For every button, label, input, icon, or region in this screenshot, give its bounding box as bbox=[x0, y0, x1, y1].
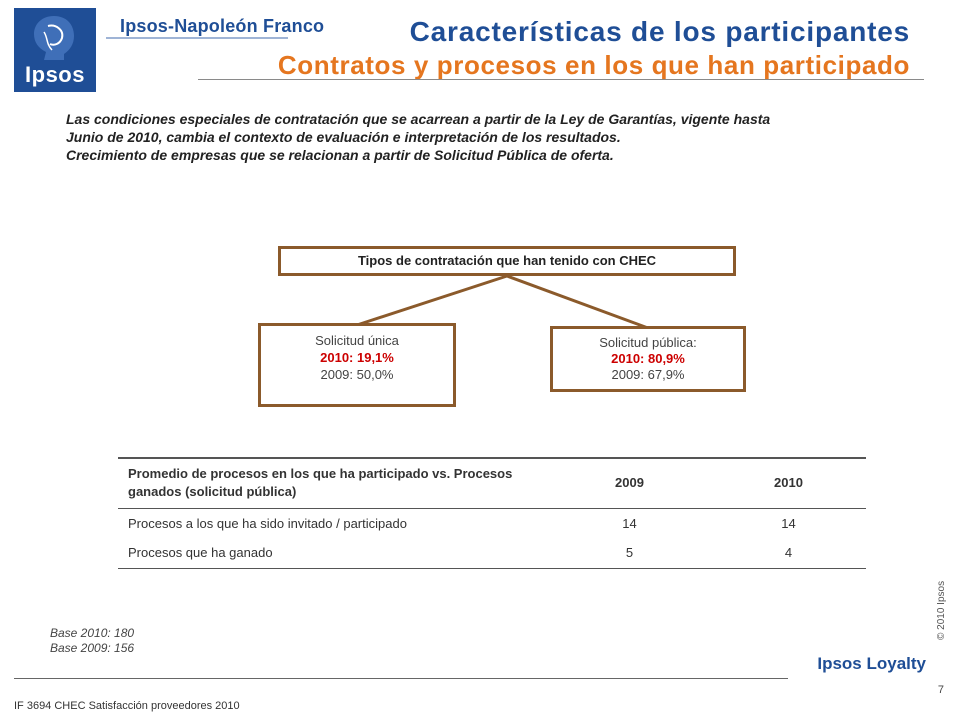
table-header-2009: 2009 bbox=[548, 457, 707, 509]
single-request-2009: 2009: 50,0% bbox=[320, 367, 394, 382]
footer-divider bbox=[14, 678, 788, 679]
connector-left bbox=[356, 274, 508, 327]
intro-line-1: Las condiciones especiales de contrataci… bbox=[66, 111, 771, 127]
logo-text: Ipsos bbox=[25, 62, 85, 87]
table-header-label: Promedio de procesos en los que ha parti… bbox=[118, 457, 548, 509]
single-request-box: Solicitud única 2010: 19,1% 2009: 50,0% bbox=[258, 323, 456, 407]
base-2009: Base 2009: 156 bbox=[50, 641, 135, 655]
row-value-2010: 4 bbox=[707, 538, 866, 569]
row-value-2009: 5 bbox=[548, 538, 707, 569]
single-request-2010: 2010: 19,1% bbox=[320, 350, 394, 365]
connector-right bbox=[506, 274, 649, 330]
public-request-title: Solicitud pública: bbox=[599, 335, 697, 350]
page-subtitle: Contratos y procesos en los que han part… bbox=[277, 50, 910, 80]
public-request-2009: 2009: 67,9% bbox=[611, 367, 685, 382]
contract-types-label: Tipos de contratación que han tenido con… bbox=[357, 253, 657, 268]
division-name: Ipsos Loyalty bbox=[817, 654, 926, 673]
title-divider bbox=[198, 79, 924, 80]
base-2010: Base 2010: 180 bbox=[50, 626, 135, 640]
row-value-2009: 14 bbox=[622, 515, 637, 531]
public-request-2010: 2010: 80,9% bbox=[611, 351, 685, 366]
processes-table: Promedio de procesos en los que ha parti… bbox=[118, 457, 866, 569]
report-id: IF 3694 CHEC Satisfacción proveedores 20… bbox=[14, 700, 240, 712]
intro-line-3: Crecimiento de empresas que se relaciona… bbox=[66, 147, 614, 163]
public-request-box: Solicitud pública: 2010: 80,9% 2009: 67,… bbox=[550, 326, 746, 392]
brand-name: Ipsos-Napoleón Franco bbox=[120, 16, 325, 36]
ipsos-logo: Ipsos bbox=[14, 8, 96, 92]
face-profile-icon bbox=[34, 16, 74, 60]
intro-line-2: Junio de 2010, cambia el contexto de eva… bbox=[66, 129, 621, 145]
table-header-row: Promedio de procesos en los que ha parti… bbox=[118, 457, 866, 509]
base-notes: Base 2010: 180 Base 2009: 156 bbox=[50, 626, 134, 656]
table-row: Procesos a los que ha sido invitado / pa… bbox=[118, 508, 866, 538]
row-label: Procesos que ha ganado bbox=[118, 538, 548, 569]
row-value-2010: 14 bbox=[781, 515, 796, 531]
table-header-2010: 2010 bbox=[707, 457, 866, 509]
table-row: Procesos que ha ganado 5 4 bbox=[118, 538, 866, 569]
page-title: Características de los participantes bbox=[409, 16, 910, 47]
copyright-note: © 2010 Ipsos bbox=[936, 580, 947, 640]
brand-underline bbox=[106, 37, 288, 39]
single-request-title: Solicitud única bbox=[315, 333, 399, 348]
row-label: Procesos a los que ha sido invitado / pa… bbox=[128, 515, 407, 531]
page-number: 7 bbox=[937, 684, 944, 696]
intro-text: Las condiciones especiales de contrataci… bbox=[66, 110, 896, 164]
contract-types-box: Tipos de contratación que han tenido con… bbox=[278, 246, 736, 276]
